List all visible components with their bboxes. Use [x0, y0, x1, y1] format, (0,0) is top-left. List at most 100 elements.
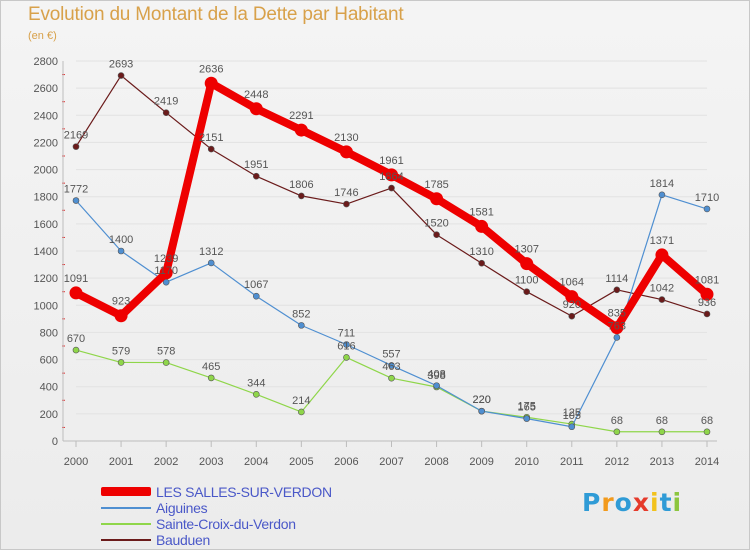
proxiti-logo: Proxiti — [582, 488, 682, 517]
data-point-bauduen — [568, 312, 576, 320]
x-tick-label: 2009 — [469, 456, 493, 468]
data-label-les-salles-sur-verdon: 2448 — [244, 89, 268, 101]
data-label-sainte-croix-du-verdon: 465 — [202, 361, 220, 373]
data-label-bauduen: 1806 — [289, 179, 313, 191]
data-point-aiguines — [388, 362, 395, 369]
data-label-bauduen: 920 — [563, 299, 581, 311]
data-point-aiguines — [207, 259, 215, 267]
data-point-bauduen — [343, 200, 350, 208]
data-point-les-salles-sur-verdon — [475, 219, 489, 233]
x-tick-label: 2012 — [605, 456, 629, 468]
data-point-les-salles-sur-verdon — [69, 286, 83, 300]
data-point-aiguines — [117, 247, 125, 255]
x-tick-label: 2010 — [514, 456, 538, 468]
data-label-aiguines: 763 — [608, 320, 626, 332]
data-point-les-salles-sur-verdon — [565, 290, 579, 304]
data-label-les-salles-sur-verdon: 1064 — [560, 277, 584, 289]
y-tick-label: 600 — [40, 355, 58, 367]
data-point-sainte-croix-du-verdon — [207, 374, 215, 382]
data-label-les-salles-sur-verdon: 2291 — [289, 110, 313, 122]
x-tick-label: 2001 — [109, 456, 133, 468]
data-point-les-salles-sur-verdon — [520, 257, 534, 271]
data-label-les-salles-sur-verdon: 1239 — [154, 253, 178, 265]
data-label-les-salles-sur-verdon: 1961 — [379, 155, 403, 167]
data-point-bauduen — [703, 310, 711, 318]
legend-swatch-aiguines — [101, 507, 151, 509]
data-point-les-salles-sur-verdon — [655, 248, 669, 262]
data-label-bauduen: 1951 — [244, 159, 268, 171]
data-label-sainte-croix-du-verdon: 579 — [112, 345, 130, 357]
data-label-sainte-croix-du-verdon: 68 — [656, 415, 668, 427]
data-point-aiguines — [343, 341, 350, 348]
data-point-aiguines — [568, 423, 576, 431]
data-point-sainte-croix-du-verdon — [703, 428, 711, 436]
data-point-sainte-croix-du-verdon — [162, 359, 170, 366]
chart-subtitle: (en €) — [28, 30, 57, 42]
y-tick-label: 1400 — [34, 246, 58, 258]
data-point-bauduen — [207, 145, 215, 153]
logo-letter: i — [650, 488, 660, 517]
data-label-aiguines: 408 — [427, 369, 445, 381]
data-point-sainte-croix-du-verdon — [117, 359, 125, 366]
series-line-les-salles-sur-verdon — [74, 79, 710, 332]
legend-swatch-les-salles — [101, 487, 151, 496]
logo-letter: o — [614, 488, 633, 517]
y-tick-label: 2600 — [34, 83, 58, 95]
data-point-aiguines — [523, 415, 531, 422]
data-label-aiguines: 711 — [338, 328, 356, 340]
data-point-sainte-croix-du-verdon — [343, 354, 350, 361]
data-label-les-salles-sur-verdon: 2130 — [334, 132, 358, 144]
data-label-aiguines: 165 — [518, 402, 536, 414]
y-tick-label: 800 — [40, 327, 58, 339]
data-label-aiguines: 220 — [472, 394, 490, 406]
data-point-bauduen — [523, 288, 531, 296]
legend-label-bauduen: Bauduen — [156, 532, 210, 548]
y-tick-label: 2000 — [34, 165, 58, 177]
data-label-les-salles-sur-verdon: 1785 — [424, 179, 448, 191]
data-label-sainte-croix-du-verdon: 670 — [67, 333, 85, 345]
data-label-sainte-croix-du-verdon: 463 — [382, 361, 400, 373]
data-point-aiguines — [298, 322, 305, 329]
y-tick-label: 2400 — [34, 110, 58, 122]
logo-letter: P — [582, 488, 602, 517]
x-tick-label: 2006 — [334, 456, 358, 468]
y-tick-label: 400 — [40, 382, 58, 394]
data-point-aiguines — [72, 197, 80, 204]
data-point-bauduen — [478, 259, 485, 267]
data-label-aiguines: 105 — [563, 410, 581, 422]
data-point-aiguines — [658, 191, 666, 199]
data-label-bauduen: 2693 — [109, 59, 133, 71]
data-label-bauduen: 1864 — [379, 171, 403, 183]
data-label-les-salles-sur-verdon: 1091 — [64, 273, 88, 285]
data-label-bauduen: 2169 — [64, 130, 88, 142]
data-label-bauduen: 936 — [698, 297, 716, 309]
data-label-sainte-croix-du-verdon: 398 — [427, 370, 445, 382]
x-tick-label: 2000 — [64, 456, 88, 468]
data-label-les-salles-sur-verdon: 923 — [112, 296, 130, 308]
data-label-sainte-croix-du-verdon: 125 — [563, 407, 581, 419]
data-label-aiguines: 557 — [382, 348, 400, 360]
data-point-bauduen — [72, 143, 80, 150]
y-tick-label: 0 — [52, 436, 58, 448]
data-label-aiguines: 1170 — [154, 265, 178, 277]
data-point-sainte-croix-du-verdon — [72, 346, 80, 354]
legend-label-les-salles: LES SALLES-SUR-VERDON — [156, 484, 332, 500]
data-label-sainte-croix-du-verdon: 68 — [701, 415, 713, 427]
data-point-les-salles-sur-verdon — [114, 309, 128, 323]
data-point-aiguines — [252, 292, 260, 300]
data-point-bauduen — [162, 109, 170, 117]
data-label-bauduen: 1746 — [334, 187, 358, 199]
data-label-aiguines: 1814 — [650, 178, 674, 190]
data-label-les-salles-sur-verdon: 835 — [608, 308, 626, 320]
data-point-bauduen — [117, 72, 125, 79]
data-point-sainte-croix-du-verdon — [298, 408, 305, 416]
chart-title: Evolution du Montant de la Dette par Hab… — [28, 4, 404, 25]
x-tick-label: 2011 — [560, 456, 584, 468]
data-label-sainte-croix-du-verdon: 578 — [157, 346, 175, 358]
data-label-sainte-croix-du-verdon: 344 — [247, 377, 265, 389]
y-tick-label: 1800 — [34, 192, 58, 204]
x-tick-label: 2002 — [154, 456, 178, 468]
data-label-sainte-croix-du-verdon: 616 — [337, 340, 355, 352]
